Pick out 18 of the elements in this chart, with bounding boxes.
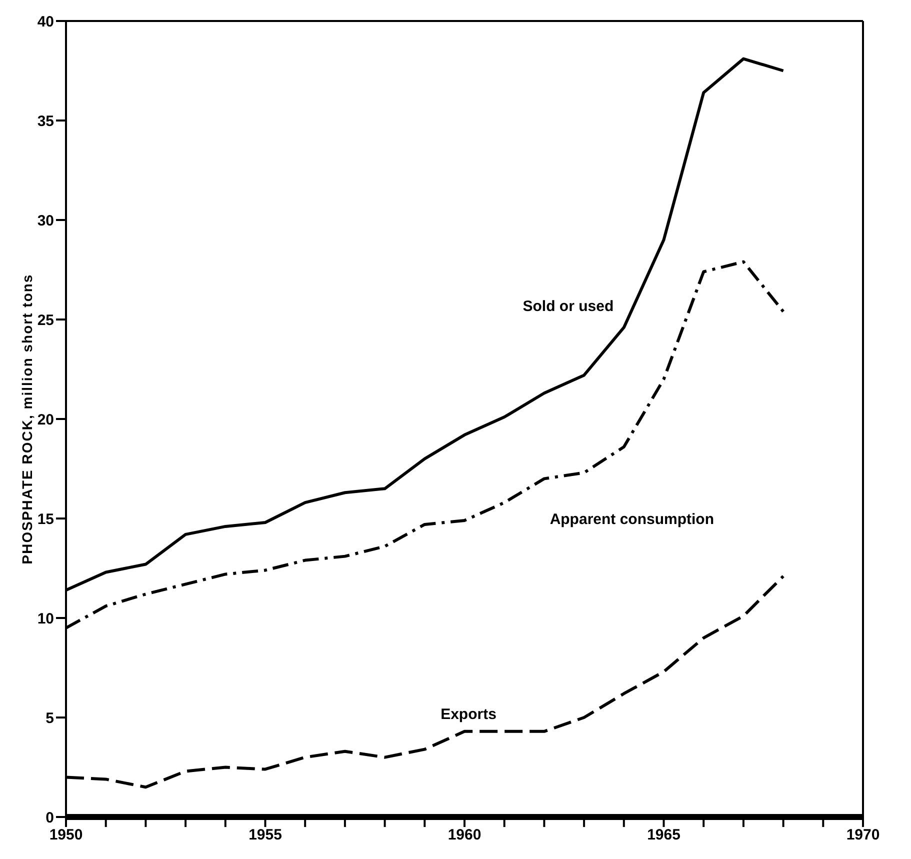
y-tick-label: 40	[37, 13, 54, 30]
series-label: Sold or used	[522, 298, 614, 315]
y-tick-label: 10	[37, 610, 54, 628]
x-tick-label: 1965	[647, 826, 680, 844]
y-tick-label: 20	[37, 411, 54, 428]
y-tick-label: 25	[37, 312, 54, 329]
y-tick-label: 30	[37, 212, 54, 230]
y-tick-label: 5	[46, 710, 54, 727]
y-tick-label: 15	[37, 510, 54, 528]
x-tick-label: 1960	[448, 826, 482, 844]
x-tick-label: 1950	[49, 826, 83, 844]
x-tick-label: 1970	[846, 826, 880, 844]
y-axis-title: PHOSPHATE ROCK, million short tons	[18, 274, 35, 564]
series-label: Exports	[440, 706, 496, 723]
text: Apparent consumption	[550, 510, 714, 528]
y-tick-label: 35	[37, 112, 54, 130]
x-tick-label: 1955	[248, 826, 282, 844]
y-tick-label: 0	[46, 809, 54, 826]
